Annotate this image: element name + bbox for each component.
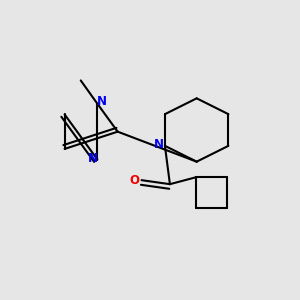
Text: O: O bbox=[129, 174, 139, 187]
Text: N: N bbox=[154, 138, 164, 151]
Text: N: N bbox=[87, 152, 98, 165]
Text: N: N bbox=[96, 94, 106, 108]
